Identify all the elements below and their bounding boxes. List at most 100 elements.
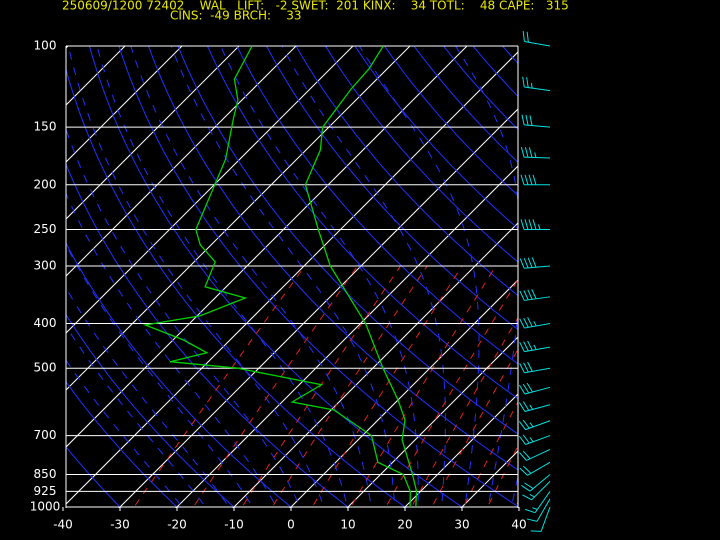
- barb-full: [523, 290, 529, 301]
- barb-full: [525, 114, 529, 126]
- barb-full: [527, 361, 533, 372]
- wind-barb: [519, 289, 551, 301]
- isotherm: [403, 393, 518, 508]
- barb-full: [531, 289, 537, 299]
- profiles: [142, 46, 418, 508]
- wind-barb: [526, 498, 551, 522]
- dry-adiabat: [66, 446, 122, 508]
- y-tick-label: 300: [34, 258, 57, 272]
- isotherm: [66, 51, 518, 505]
- moist-adiabat: [358, 46, 480, 508]
- profile-line: [304, 46, 418, 508]
- barb-full: [524, 174, 529, 185]
- y-tick-label: 925: [34, 484, 57, 498]
- barb-full: [518, 384, 526, 395]
- barb-full: [522, 434, 530, 444]
- x-tick-label: -40: [53, 518, 73, 532]
- moist-adiabat: [130, 46, 372, 508]
- barb-full: [518, 420, 526, 430]
- barb-staff: [536, 498, 551, 522]
- barb-full: [522, 383, 530, 394]
- isotherm: [346, 336, 518, 508]
- barb-full: [524, 482, 534, 490]
- moist-adiabat: [281, 46, 446, 508]
- isotherm: [289, 279, 518, 508]
- wind-barb: [530, 506, 551, 532]
- barb-staff: [524, 323, 551, 329]
- moist-adiabat: [66, 243, 254, 508]
- moist-adiabat: [67, 46, 325, 508]
- barb-full: [520, 219, 525, 230]
- isotherm: [66, 46, 468, 448]
- wind-barb: [519, 257, 551, 269]
- x-tick-label: -20: [167, 518, 187, 532]
- barb-full: [518, 435, 526, 445]
- dry-adiabat: [118, 46, 518, 507]
- barb-half: [529, 404, 534, 410]
- barb-staff: [524, 86, 551, 92]
- y-tick-label: 1000: [30, 500, 61, 514]
- wind-barb: [518, 401, 551, 412]
- dry-adiabat: [66, 67, 408, 508]
- barb-full: [519, 467, 528, 476]
- barb-full: [520, 146, 525, 158]
- wind-barb: [519, 361, 551, 374]
- barb-staff: [524, 404, 551, 412]
- barb-full: [528, 174, 533, 185]
- barb-full: [519, 258, 525, 269]
- barb-full: [530, 530, 542, 532]
- barb-full: [522, 494, 532, 501]
- barb-full: [523, 257, 529, 269]
- wind-barb: [518, 382, 551, 395]
- y-tick-label: 250: [34, 222, 57, 236]
- barb-half: [530, 82, 533, 89]
- barb-full: [520, 174, 525, 185]
- barb-half: [538, 224, 541, 230]
- moist-adiabat: [510, 474, 518, 508]
- wind-barb: [519, 448, 551, 461]
- wind-barb: [525, 491, 551, 514]
- isotherm: [66, 46, 183, 163]
- barb-full: [522, 419, 530, 429]
- isotherm: [118, 108, 518, 508]
- isotherm: [66, 46, 411, 391]
- x-tick-label: 40: [511, 518, 526, 532]
- barb-staff: [524, 367, 551, 374]
- barb-full: [519, 452, 527, 461]
- barb-staff: [531, 481, 551, 501]
- barb-half: [533, 344, 537, 350]
- y-tick-label: 100: [34, 39, 57, 53]
- barb-full: [523, 341, 529, 352]
- barb-staff: [524, 40, 551, 47]
- y-tick-label: 150: [34, 120, 57, 134]
- wind-barb: [521, 114, 551, 128]
- wind-barb: [522, 31, 551, 47]
- barb-full: [519, 363, 525, 373]
- wind-barb: [519, 461, 551, 476]
- barb-full: [521, 485, 531, 492]
- x-tick-label: 20: [397, 518, 412, 532]
- wind-barb: [518, 419, 551, 431]
- barb-full: [529, 115, 533, 126]
- y-tick-label: 850: [34, 467, 57, 481]
- dry-adiabat: [206, 46, 518, 400]
- barb-full: [524, 219, 529, 230]
- barb-full: [525, 508, 536, 514]
- barb-half: [529, 422, 534, 428]
- barb-staff: [540, 506, 551, 532]
- barb-full: [526, 31, 529, 43]
- dry-adiabat: [265, 46, 518, 331]
- barb-staff: [526, 448, 551, 461]
- dry-adiabat: [88, 46, 465, 508]
- wind-barb: [520, 174, 550, 186]
- wind-barb: [520, 219, 550, 230]
- barb-full: [527, 317, 533, 327]
- barb-staff: [524, 386, 551, 395]
- chart-subtitle: CINS: -49 BRCH: 33: [170, 9, 302, 23]
- barb-full: [526, 77, 529, 88]
- dry-adiabat: [295, 46, 518, 297]
